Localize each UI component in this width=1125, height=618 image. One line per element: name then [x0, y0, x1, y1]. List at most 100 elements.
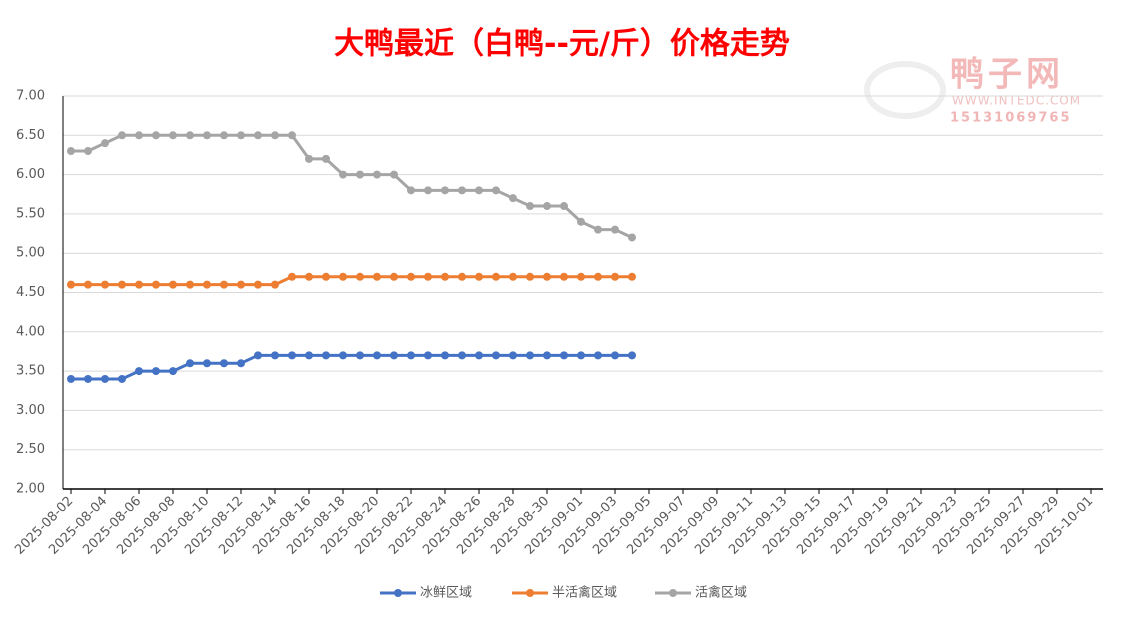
point: [441, 351, 449, 360]
point: [135, 280, 143, 289]
point: [373, 170, 381, 179]
point: [118, 374, 126, 383]
point: [509, 194, 517, 203]
point: [84, 147, 92, 156]
point: [288, 131, 296, 140]
point: [424, 186, 432, 195]
point: [322, 272, 330, 281]
y-tick-label: 5.00: [16, 246, 45, 261]
point: [628, 351, 636, 360]
point: [560, 351, 568, 360]
y-tick-label: 7.00: [16, 89, 45, 104]
y-tick-label: 3.50: [16, 364, 45, 379]
point: [475, 186, 483, 195]
point: [492, 272, 500, 281]
point: [203, 359, 211, 368]
point: [560, 202, 568, 211]
series-line: [71, 275, 632, 287]
point: [407, 272, 415, 281]
point: [288, 272, 296, 281]
watermark-site: WWW.INTEDC.COM: [952, 94, 1081, 108]
watermark: 鸭子网 WWW.INTEDC.COM 15131069765: [864, 55, 1081, 126]
point: [526, 272, 534, 281]
point: [390, 170, 398, 179]
point: [186, 359, 194, 368]
point: [118, 280, 126, 289]
point: [390, 351, 398, 360]
point: [135, 367, 143, 376]
point: [424, 272, 432, 281]
point: [84, 280, 92, 289]
point: [356, 351, 364, 360]
point: [237, 359, 245, 368]
point: [577, 272, 585, 281]
point: [254, 351, 262, 360]
point: [84, 374, 92, 383]
point: [288, 351, 296, 360]
point: [373, 351, 381, 360]
point: [356, 272, 364, 281]
point: [152, 367, 160, 376]
point: [305, 272, 313, 281]
point: [220, 131, 228, 140]
point: [118, 131, 126, 140]
point: [594, 351, 602, 360]
point: [594, 272, 602, 281]
point: [475, 351, 483, 360]
legend-label: 冰鲜区域: [420, 586, 472, 601]
legend-label: 活禽区域: [695, 585, 747, 601]
point: [390, 272, 398, 281]
point: [441, 272, 449, 281]
point: [628, 233, 636, 242]
point: [577, 217, 585, 226]
point: [152, 280, 160, 289]
legend-item: 半活禽区域: [512, 585, 617, 601]
chart-title: 大鸭最近（白鸭--元/斤）价格走势: [334, 27, 790, 62]
y-tick-label: 5.50: [16, 206, 45, 221]
point: [339, 351, 347, 360]
point: [543, 351, 551, 360]
point: [441, 186, 449, 195]
point: [407, 186, 415, 195]
y-tick-label: 4.00: [16, 324, 45, 339]
legend-marker: [526, 589, 534, 597]
point: [424, 351, 432, 360]
point: [186, 280, 194, 289]
y-tick-label: 4.50: [16, 285, 45, 300]
y-tick-label: 2.50: [16, 442, 45, 457]
point: [526, 351, 534, 360]
point: [560, 272, 568, 281]
point: [152, 131, 160, 140]
point: [237, 280, 245, 289]
point: [220, 280, 228, 289]
point: [475, 272, 483, 281]
point: [101, 139, 109, 148]
point: [203, 280, 211, 289]
point: [339, 170, 347, 179]
point: [594, 225, 602, 234]
point: [509, 272, 517, 281]
point: [407, 351, 415, 360]
y-tick-label: 6.00: [16, 167, 45, 182]
point: [305, 154, 313, 163]
point: [611, 225, 619, 234]
point: [237, 131, 245, 140]
point: [271, 280, 279, 289]
point: [67, 280, 75, 289]
point: [356, 170, 364, 179]
point: [611, 272, 619, 281]
point: [492, 351, 500, 360]
legend-item: 冰鲜区域: [380, 586, 472, 601]
point: [67, 147, 75, 156]
point: [458, 351, 466, 360]
point: [577, 351, 585, 360]
point: [611, 351, 619, 360]
point: [492, 186, 500, 195]
point: [169, 131, 177, 140]
point: [271, 131, 279, 140]
y-tick-label: 3.00: [16, 403, 45, 418]
point: [271, 351, 279, 360]
point: [339, 272, 347, 281]
point: [305, 351, 313, 360]
